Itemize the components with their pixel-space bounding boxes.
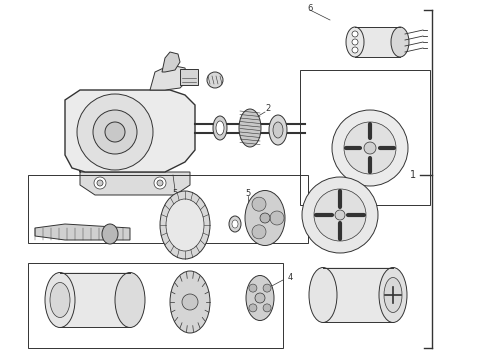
Ellipse shape	[115, 273, 145, 328]
Circle shape	[249, 304, 257, 312]
Ellipse shape	[309, 267, 337, 323]
Circle shape	[263, 304, 271, 312]
Ellipse shape	[391, 27, 409, 57]
Circle shape	[255, 293, 265, 303]
Ellipse shape	[102, 224, 118, 244]
Circle shape	[157, 180, 163, 186]
Text: 4: 4	[287, 274, 293, 283]
Circle shape	[344, 122, 396, 174]
Ellipse shape	[216, 121, 224, 135]
Ellipse shape	[245, 190, 285, 246]
Ellipse shape	[50, 283, 70, 318]
Ellipse shape	[170, 271, 210, 333]
Text: 2: 2	[266, 104, 270, 112]
Circle shape	[352, 47, 358, 53]
Circle shape	[335, 210, 345, 220]
Ellipse shape	[379, 267, 407, 323]
Polygon shape	[150, 65, 188, 90]
Polygon shape	[80, 168, 190, 195]
Ellipse shape	[239, 109, 261, 147]
Bar	[300, 70, 430, 205]
Circle shape	[182, 294, 198, 310]
Circle shape	[97, 180, 103, 186]
Circle shape	[352, 31, 358, 37]
Circle shape	[252, 225, 266, 239]
Polygon shape	[35, 224, 130, 240]
Text: 5: 5	[245, 189, 250, 198]
Circle shape	[314, 189, 366, 241]
Ellipse shape	[160, 191, 210, 259]
Ellipse shape	[229, 216, 241, 232]
Circle shape	[364, 142, 376, 154]
Ellipse shape	[346, 27, 364, 57]
Circle shape	[252, 197, 266, 211]
Ellipse shape	[246, 275, 274, 320]
Bar	[60, 272, 130, 327]
Bar	[323, 267, 395, 322]
Circle shape	[260, 213, 270, 223]
Circle shape	[263, 284, 271, 292]
Bar	[28, 175, 308, 243]
Circle shape	[302, 177, 378, 253]
Circle shape	[94, 177, 106, 189]
Circle shape	[332, 110, 408, 186]
Ellipse shape	[273, 122, 283, 138]
Circle shape	[93, 110, 137, 154]
Text: 5: 5	[172, 189, 178, 198]
Ellipse shape	[232, 220, 238, 228]
Circle shape	[352, 39, 358, 45]
Circle shape	[105, 122, 125, 142]
Circle shape	[207, 72, 223, 88]
Text: 6: 6	[307, 4, 313, 13]
Bar	[180, 69, 198, 85]
Circle shape	[77, 94, 153, 170]
Polygon shape	[65, 90, 195, 172]
Polygon shape	[162, 52, 180, 72]
Ellipse shape	[213, 116, 227, 140]
Ellipse shape	[269, 115, 287, 145]
Ellipse shape	[384, 278, 402, 312]
Circle shape	[270, 211, 284, 225]
Text: 1: 1	[410, 170, 416, 180]
Bar	[355, 27, 400, 57]
Circle shape	[154, 177, 166, 189]
Ellipse shape	[166, 199, 204, 251]
Circle shape	[249, 284, 257, 292]
Text: 3: 3	[182, 275, 188, 284]
Ellipse shape	[45, 273, 75, 328]
Bar	[28, 263, 283, 348]
